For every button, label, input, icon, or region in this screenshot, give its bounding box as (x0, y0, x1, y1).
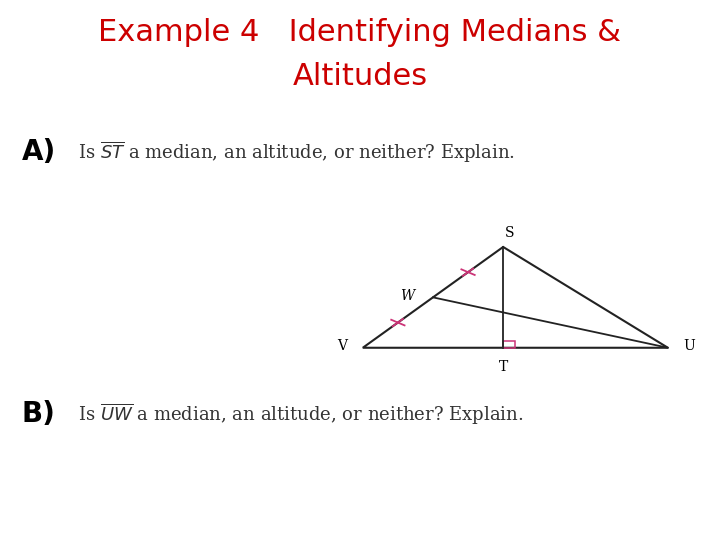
Text: Example 4   Identifying Medians &: Example 4 Identifying Medians & (99, 18, 621, 47)
Text: Is $\overline{UW}$ a median, an altitude, or neither? Explain.: Is $\overline{UW}$ a median, an altitude… (78, 402, 523, 428)
Text: V: V (338, 339, 348, 353)
Text: B): B) (22, 400, 56, 428)
Text: W: W (400, 289, 415, 303)
Bar (503, 341, 515, 348)
Text: T: T (498, 360, 508, 374)
Text: U: U (683, 339, 695, 353)
Text: Altitudes: Altitudes (292, 62, 428, 91)
Text: S: S (505, 226, 514, 240)
Text: A): A) (22, 138, 56, 166)
Text: Is $\overline{ST}$ a median, an altitude, or neither? Explain.: Is $\overline{ST}$ a median, an altitude… (78, 140, 515, 165)
